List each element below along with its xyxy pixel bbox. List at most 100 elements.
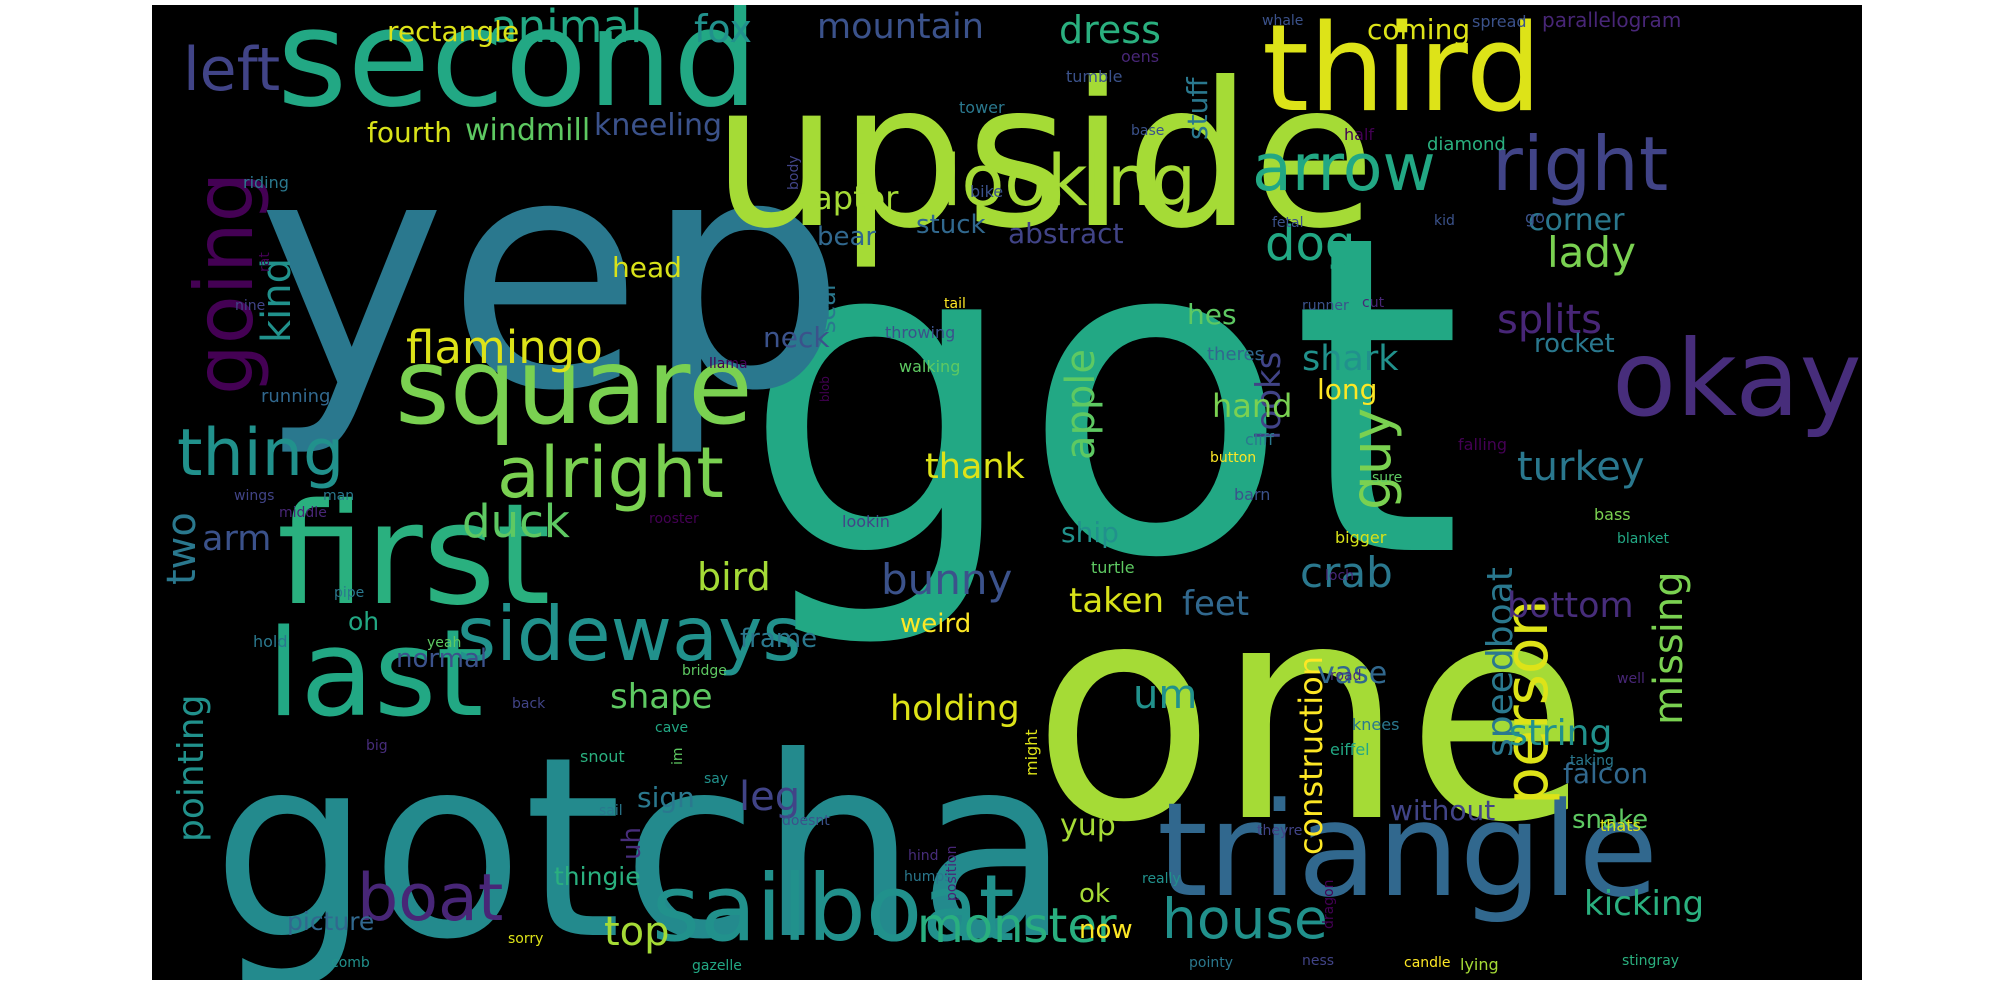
- word-frame: frame: [740, 624, 817, 654]
- word-monster: monster: [917, 898, 1117, 954]
- word-pointy: pointy: [1189, 955, 1233, 971]
- word-taken: taken: [1069, 581, 1164, 621]
- word-now: now: [1079, 915, 1133, 945]
- word-going: going: [178, 172, 271, 395]
- word-house: house: [1162, 887, 1328, 951]
- word-speedboat: speedboat: [1480, 567, 1521, 757]
- word-oens: oens: [1121, 47, 1159, 66]
- word-snake: snake: [1572, 805, 1648, 835]
- word-llama: llama: [709, 356, 748, 372]
- word-gotcha: gotcha: [212, 703, 1071, 980]
- word-string: string: [1509, 713, 1612, 754]
- word-falcon: falcon: [1563, 757, 1648, 790]
- word-bigger: bigger: [1335, 528, 1387, 547]
- word-stuck: stuck: [916, 210, 986, 240]
- word-abstract: abstract: [1008, 217, 1124, 250]
- word-dog: dog: [1265, 216, 1355, 272]
- word-rooster: rooster: [649, 511, 699, 527]
- word-ok: ok: [1079, 879, 1110, 909]
- word-hold: hold: [253, 632, 288, 651]
- word-square: square: [395, 326, 753, 448]
- word-upside: upside: [712, 40, 1375, 273]
- word-turtle: turtle: [1091, 558, 1135, 577]
- word-knees: knees: [1352, 715, 1399, 734]
- word-missing: missing: [1646, 571, 1692, 725]
- word-spread: spread: [1472, 12, 1527, 31]
- word-sign: sign: [637, 781, 695, 814]
- word-person: person: [1492, 599, 1562, 805]
- word-eiffel: eiffel: [1330, 740, 1370, 759]
- word-dragon: dragon: [1321, 879, 1337, 929]
- word-normal: normal: [396, 644, 487, 674]
- word-windmill: windmill: [465, 113, 590, 148]
- word-oh: oh: [348, 607, 379, 636]
- word-taking: taking: [1570, 753, 1614, 769]
- word-hind: hind: [908, 848, 939, 864]
- word-hes: hes: [1187, 298, 1237, 331]
- word-sorry: sorry: [508, 931, 543, 947]
- word-sure: sure: [1372, 470, 1402, 486]
- word-kind: kind: [254, 258, 300, 343]
- word-back: back: [512, 696, 546, 712]
- word-dress: dress: [1059, 8, 1161, 52]
- word-lady: lady: [1547, 228, 1636, 277]
- word-snout: snout: [580, 747, 625, 766]
- word-thingie: thingie: [554, 862, 641, 891]
- word-mountain: mountain: [817, 7, 984, 47]
- word-splits: splits: [1497, 297, 1602, 343]
- word-holding: holding: [890, 689, 1020, 729]
- word-loch: loch: [1325, 568, 1354, 584]
- word-raptor: raptor: [800, 179, 899, 217]
- word-rectangle: rectangle: [387, 15, 519, 48]
- word-blob: blob: [818, 376, 832, 402]
- word-well: well: [1617, 671, 1645, 687]
- word-corner: corner: [1528, 203, 1625, 238]
- word-third: third: [1262, 5, 1542, 139]
- word-bunny: bunny: [881, 555, 1012, 604]
- word-walking: walking: [899, 357, 960, 376]
- word-um: um: [1133, 672, 1197, 718]
- word-guy: guy: [1339, 408, 1403, 510]
- word-one: one: [1032, 539, 1590, 888]
- word-bird: bird: [697, 555, 771, 599]
- word-head: head: [612, 251, 682, 284]
- word-blanket: blanket: [1617, 531, 1669, 547]
- word-fourth: fourth: [367, 116, 452, 149]
- word-top: top: [604, 909, 670, 955]
- word-turkey: turkey: [1517, 444, 1645, 490]
- word-lying: lying: [1460, 955, 1499, 974]
- word-duck: duck: [462, 495, 570, 548]
- word-leg: leg: [739, 774, 800, 820]
- word-neck: neck: [763, 321, 830, 354]
- word-looks: looks: [1249, 352, 1289, 440]
- word-apple: apple: [1058, 349, 1104, 460]
- word-two: two: [159, 512, 205, 585]
- word-cliff: cliff: [1245, 430, 1275, 449]
- word-fox: fox: [694, 7, 752, 51]
- word-bottom: bottom: [1507, 586, 1634, 626]
- word-tumble: tumble: [1066, 67, 1122, 86]
- word-bridge: bridge: [682, 663, 727, 679]
- word-runner: runner: [1302, 298, 1349, 314]
- word-pointing: pointing: [171, 695, 212, 842]
- word-yeah: yeah: [427, 635, 461, 651]
- word-hand: hand: [1212, 387, 1292, 425]
- word-position: position: [944, 846, 960, 901]
- word-bear: bear: [817, 222, 876, 252]
- word-bass: bass: [1594, 505, 1631, 524]
- word-right: right: [1492, 120, 1668, 208]
- word-gazelle: gazelle: [692, 958, 742, 974]
- word-shark: shark: [1302, 339, 1399, 379]
- word-without: without: [1390, 794, 1495, 827]
- word-rat: rat: [257, 252, 273, 272]
- word-riding: riding: [243, 173, 289, 192]
- word-rocket: rocket: [1534, 329, 1615, 359]
- word-throwing: throwing: [885, 323, 955, 342]
- word-bike: bike: [970, 182, 1003, 201]
- word-go: go: [1525, 208, 1545, 227]
- word-humps: humps: [904, 869, 952, 885]
- word-long: long: [1317, 373, 1377, 406]
- word-im: im: [670, 747, 686, 765]
- word-seal: seal: [813, 284, 841, 333]
